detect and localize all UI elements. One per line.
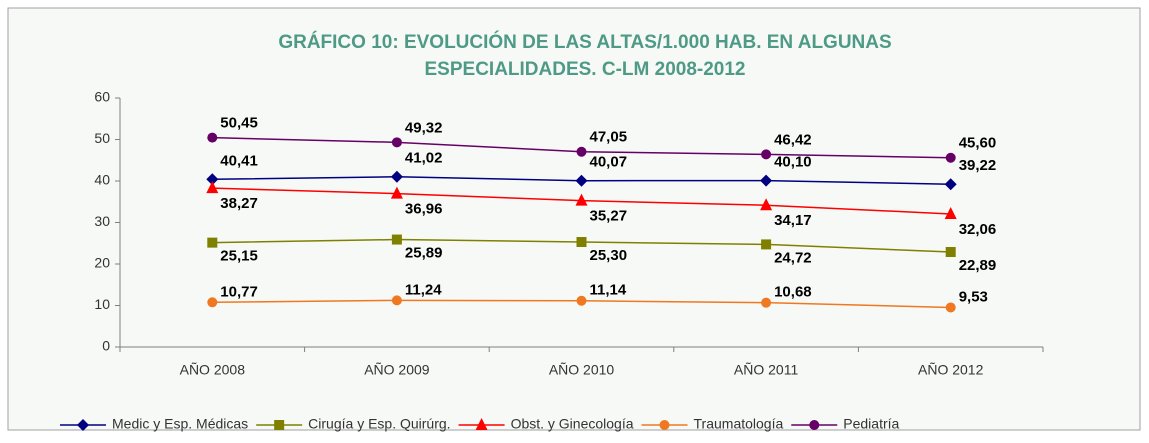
value-label: 47,05 <box>590 129 628 146</box>
marker <box>207 237 218 248</box>
y-tick-label: 40 <box>94 172 110 188</box>
y-tick-label: 20 <box>94 255 110 271</box>
value-label: 40,10 <box>774 154 812 171</box>
value-label: 11,24 <box>405 281 442 298</box>
marker <box>944 206 957 219</box>
marker <box>206 173 219 186</box>
value-label: 50,45 <box>220 115 258 132</box>
y-tick-label: 0 <box>102 338 110 354</box>
marker <box>391 295 402 306</box>
marker <box>576 146 587 157</box>
value-label: 34,17 <box>774 212 812 229</box>
marker <box>390 186 403 199</box>
legend-label: Medic y Esp. Médicas <box>112 416 248 432</box>
marker <box>391 137 402 148</box>
value-label: 45,60 <box>959 135 997 152</box>
value-label: 39,22 <box>959 157 997 174</box>
marker <box>206 181 219 194</box>
value-label: 22,89 <box>959 257 997 274</box>
chart-frame <box>7 7 1141 431</box>
legend-label: Obst. y Ginecología <box>511 416 634 432</box>
marker <box>207 297 218 308</box>
y-tick-label: 10 <box>94 296 110 312</box>
x-tick-label: AÑO 2011 <box>734 362 799 378</box>
marker <box>475 418 488 430</box>
marker <box>207 132 218 143</box>
x-tick-label: AÑO 2010 <box>549 362 615 378</box>
value-label: 41,02 <box>405 150 443 167</box>
x-tick-label: AÑO 2012 <box>918 362 984 378</box>
y-tick-label: 60 <box>94 89 110 105</box>
marker <box>945 247 956 258</box>
value-label: 10,77 <box>220 283 258 300</box>
marker <box>77 419 89 431</box>
value-label: 25,15 <box>220 248 258 265</box>
x-tick-label: AÑO 2008 <box>180 362 246 378</box>
marker <box>945 302 956 313</box>
marker <box>761 297 772 308</box>
value-label: 36,96 <box>405 201 443 218</box>
chart-subtitle: ESPECIALIDADES. C-LM 2008-2012 <box>425 59 746 80</box>
chart-title: GRÁFICO 10: EVOLUCIÓN DE LAS ALTAS/1.000… <box>278 31 891 53</box>
marker <box>274 420 285 430</box>
marker <box>760 174 773 187</box>
legend-label: Cirugía y Esp. Quirúrg. <box>308 416 450 432</box>
value-label: 24,72 <box>774 249 812 266</box>
value-label: 10,68 <box>774 284 812 301</box>
value-label: 40,41 <box>220 152 258 169</box>
marker <box>809 420 820 430</box>
y-tick-label: 50 <box>94 130 110 146</box>
x-tick-label: AÑO 2009 <box>364 362 430 378</box>
value-label: 9,53 <box>959 288 988 305</box>
marker <box>576 237 587 248</box>
marker <box>659 420 670 430</box>
value-label: 46,42 <box>774 131 812 148</box>
value-label: 40,07 <box>590 154 628 171</box>
marker <box>945 152 956 163</box>
marker <box>944 178 957 191</box>
marker <box>576 295 587 306</box>
value-label: 38,27 <box>220 195 258 212</box>
value-label: 32,06 <box>959 221 997 238</box>
marker <box>575 193 588 206</box>
value-label: 49,32 <box>405 119 443 136</box>
value-label: 35,27 <box>590 208 628 225</box>
legend-label: Traumatología <box>694 416 784 432</box>
value-label: 25,30 <box>590 247 628 264</box>
marker <box>761 149 772 160</box>
marker <box>575 174 588 187</box>
marker <box>390 170 403 183</box>
value-label: 11,14 <box>590 282 627 299</box>
marker <box>391 234 402 245</box>
marker <box>761 239 772 250</box>
y-tick-label: 30 <box>94 213 110 229</box>
value-label: 25,89 <box>405 245 443 262</box>
legend-label: Pediatría <box>843 416 899 432</box>
marker <box>760 198 773 211</box>
